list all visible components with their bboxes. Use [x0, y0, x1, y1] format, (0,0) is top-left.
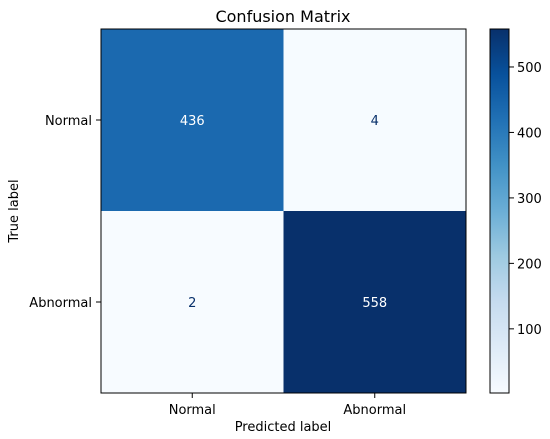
colorbar-tick-label: 500: [517, 61, 542, 76]
y-tick-label: Normal: [45, 114, 92, 129]
cell-value-label: 436: [180, 114, 205, 129]
colorbar-tick-label: 100: [517, 323, 542, 338]
heatmap-cell-labels: 436 4 2 558: [180, 114, 387, 311]
x-axis-label: Predicted label: [235, 420, 332, 435]
colorbar: [489, 28, 510, 394]
cell-value-label: 2: [188, 296, 196, 311]
y-axis-ticks: Normal Abnormal: [29, 114, 101, 311]
heatmap-cell: [101, 211, 284, 393]
cell-value-label: 4: [371, 114, 379, 129]
y-tick-label: Abnormal: [29, 296, 92, 311]
chart-title: Confusion Matrix: [215, 7, 350, 26]
heatmap-cells: [101, 29, 466, 393]
plot-frame: [100, 28, 467, 394]
heatmap-cell: [101, 29, 284, 211]
y-axis-label: True label: [7, 179, 22, 243]
x-axis-ticks: Normal Abnormal: [169, 393, 406, 418]
x-tick-label: Abnormal: [343, 403, 406, 418]
colorbar-ticks: 100 200 300 400 500: [509, 61, 542, 338]
colorbar-tick-label: 300: [517, 192, 542, 207]
x-tick-label: Normal: [169, 403, 216, 418]
heatmap-cell: [283, 29, 466, 211]
colorbar-tick-label: 200: [517, 257, 542, 272]
heatmap-cell: [283, 211, 466, 393]
cell-value-label: 558: [362, 296, 387, 311]
colorbar-tick-label: 400: [517, 126, 542, 141]
